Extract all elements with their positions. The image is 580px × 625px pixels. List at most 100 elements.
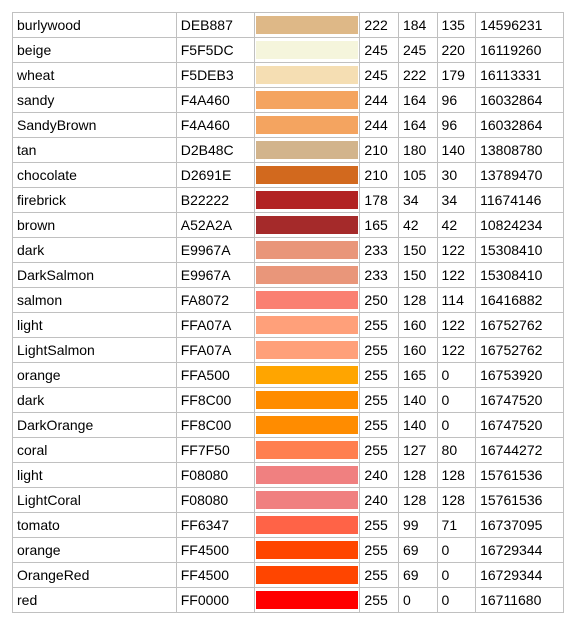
color-hex: FF4500: [176, 538, 254, 563]
color-g: 0: [398, 588, 437, 613]
color-r: 245: [360, 63, 399, 88]
color-r: 240: [360, 463, 399, 488]
color-g: 128: [398, 288, 437, 313]
color-name: tomato: [13, 513, 177, 538]
swatch-chip: [256, 341, 359, 359]
table-row: firebrickB22222178343411674146: [13, 188, 564, 213]
color-r: 233: [360, 238, 399, 263]
swatch-chip: [256, 66, 359, 84]
color-b: 0: [437, 563, 476, 588]
color-swatch: [254, 388, 360, 413]
color-name: dark: [13, 388, 177, 413]
color-g: 160: [398, 313, 437, 338]
color-r: 255: [360, 513, 399, 538]
color-swatch: [254, 213, 360, 238]
swatch-chip: [256, 591, 359, 609]
color-swatch: [254, 38, 360, 63]
color-hex: FF7F50: [176, 438, 254, 463]
color-name: firebrick: [13, 188, 177, 213]
table-row: LightSalmonFFA07A25516012216752762: [13, 338, 564, 363]
color-hex: FFA500: [176, 363, 254, 388]
color-name: chocolate: [13, 163, 177, 188]
color-hex: D2B48C: [176, 138, 254, 163]
color-b: 96: [437, 113, 476, 138]
table-row: coralFF7F502551278016744272: [13, 438, 564, 463]
color-g: 180: [398, 138, 437, 163]
color-hex: F5DEB3: [176, 63, 254, 88]
color-b: 179: [437, 63, 476, 88]
color-swatch: [254, 88, 360, 113]
color-g: 222: [398, 63, 437, 88]
color-r: 255: [360, 563, 399, 588]
color-g: 165: [398, 363, 437, 388]
color-name: red: [13, 588, 177, 613]
table-row: DarkOrangeFF8C00255140016747520: [13, 413, 564, 438]
color-name: LightSalmon: [13, 338, 177, 363]
color-b: 122: [437, 313, 476, 338]
table-row: redFF00002550016711680: [13, 588, 564, 613]
color-r: 210: [360, 138, 399, 163]
color-g: 34: [398, 188, 437, 213]
color-name: DarkSalmon: [13, 263, 177, 288]
color-b: 140: [437, 138, 476, 163]
color-swatch: [254, 538, 360, 563]
table-row: tanD2B48C21018014013808780: [13, 138, 564, 163]
color-hex: F4A460: [176, 113, 254, 138]
color-decimal: 16752762: [476, 338, 564, 363]
table-row: SandyBrownF4A4602441649616032864: [13, 113, 564, 138]
table-row: lightF0808024012812815761536: [13, 463, 564, 488]
color-name: wheat: [13, 63, 177, 88]
color-g: 164: [398, 113, 437, 138]
color-decimal: 16729344: [476, 563, 564, 588]
color-swatch: [254, 488, 360, 513]
swatch-chip: [256, 141, 359, 159]
color-hex: FA8072: [176, 288, 254, 313]
color-g: 99: [398, 513, 437, 538]
swatch-chip: [256, 316, 359, 334]
color-g: 150: [398, 263, 437, 288]
color-swatch: [254, 513, 360, 538]
color-swatch: [254, 188, 360, 213]
color-hex: FFA07A: [176, 313, 254, 338]
color-b: 114: [437, 288, 476, 313]
color-decimal: 16032864: [476, 88, 564, 113]
color-decimal: 15761536: [476, 488, 564, 513]
color-swatch: [254, 413, 360, 438]
color-g: 164: [398, 88, 437, 113]
color-r: 250: [360, 288, 399, 313]
color-name: SandyBrown: [13, 113, 177, 138]
table-row: wheatF5DEB324522217916113331: [13, 63, 564, 88]
color-swatch: [254, 313, 360, 338]
color-g: 245: [398, 38, 437, 63]
color-decimal: 16747520: [476, 413, 564, 438]
color-decimal: 16753920: [476, 363, 564, 388]
color-g: 140: [398, 388, 437, 413]
color-decimal: 15308410: [476, 263, 564, 288]
color-b: 220: [437, 38, 476, 63]
color-name: coral: [13, 438, 177, 463]
color-name: tan: [13, 138, 177, 163]
color-r: 255: [360, 538, 399, 563]
swatch-chip: [256, 416, 359, 434]
color-g: 127: [398, 438, 437, 463]
color-hex: FF4500: [176, 563, 254, 588]
color-r: 244: [360, 88, 399, 113]
table-row: beigeF5F5DC24524522016119260: [13, 38, 564, 63]
color-decimal: 16711680: [476, 588, 564, 613]
color-swatch: [254, 588, 360, 613]
color-r: 165: [360, 213, 399, 238]
color-g: 150: [398, 238, 437, 263]
color-b: 128: [437, 463, 476, 488]
color-hex: FF8C00: [176, 388, 254, 413]
swatch-chip: [256, 41, 359, 59]
swatch-chip: [256, 516, 359, 534]
color-decimal: 16119260: [476, 38, 564, 63]
color-g: 128: [398, 463, 437, 488]
color-r: 178: [360, 188, 399, 213]
color-decimal: 10824234: [476, 213, 564, 238]
color-hex: F5F5DC: [176, 38, 254, 63]
color-b: 0: [437, 363, 476, 388]
color-name: DarkOrange: [13, 413, 177, 438]
color-g: 128: [398, 488, 437, 513]
color-b: 0: [437, 588, 476, 613]
